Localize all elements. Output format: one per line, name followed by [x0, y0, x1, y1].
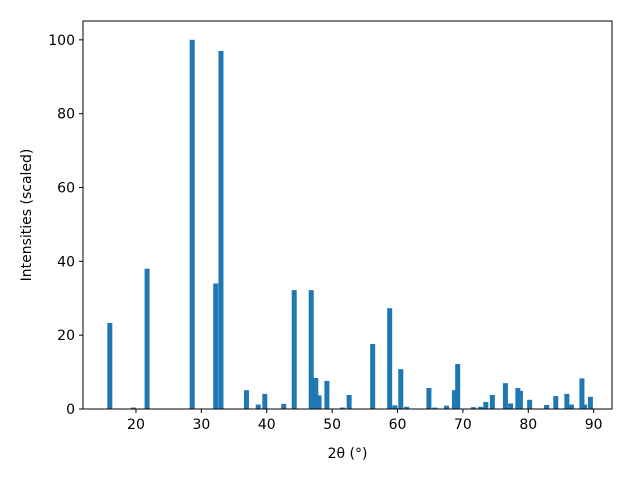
y-axis-label: Intensities (scaled) [19, 149, 35, 282]
bar [316, 395, 322, 409]
bar [587, 396, 593, 409]
bar [262, 393, 268, 409]
bar [455, 363, 461, 409]
bar [346, 394, 352, 409]
x-tick-label: 90 [585, 417, 603, 433]
bar [291, 290, 297, 409]
bar [255, 404, 261, 409]
bar [340, 407, 346, 409]
bar [107, 322, 113, 409]
bar [370, 344, 376, 409]
bar [324, 380, 330, 409]
bar [432, 407, 438, 409]
x-axis-label: 2θ (°) [328, 446, 368, 462]
bar [189, 39, 195, 409]
bar [308, 290, 314, 409]
bar [553, 396, 559, 409]
bar [579, 378, 585, 409]
y-tick-label: 60 [57, 180, 75, 196]
bar [392, 405, 398, 409]
bar [502, 383, 508, 409]
y-tick-label: 0 [66, 402, 75, 418]
bar [508, 403, 514, 409]
x-tick-label: 40 [258, 417, 276, 433]
bar [213, 283, 219, 409]
bar [527, 399, 533, 409]
y-tick-label: 20 [57, 328, 75, 344]
y-tick-label: 80 [57, 107, 75, 123]
x-tick-label: 70 [454, 417, 472, 433]
x-tick-label: 80 [519, 417, 537, 433]
bar [144, 268, 150, 409]
bar [470, 407, 476, 409]
y-tick-label: 100 [48, 33, 75, 49]
bar [451, 390, 457, 409]
bar [404, 406, 410, 409]
bar [544, 404, 550, 409]
bar [387, 308, 393, 409]
bar [313, 377, 319, 409]
bar [564, 393, 570, 409]
bar [568, 404, 574, 409]
y-tick-label: 40 [57, 254, 75, 270]
x-tick-label: 60 [389, 417, 407, 433]
bar [243, 390, 249, 409]
axes-frame [82, 20, 613, 410]
bar [515, 387, 521, 409]
bar [517, 390, 523, 409]
bar [483, 401, 489, 409]
bar [489, 394, 495, 409]
bar [281, 403, 287, 409]
bar [398, 369, 404, 409]
bar [218, 50, 224, 409]
bar [130, 407, 136, 409]
x-tick-label: 20 [127, 417, 145, 433]
x-tick-label: 50 [323, 417, 341, 433]
bar [582, 404, 588, 409]
plot-area [107, 39, 593, 409]
x-tick-label: 30 [192, 417, 210, 433]
bar [478, 406, 484, 409]
bar [426, 387, 432, 409]
bar [444, 405, 450, 409]
